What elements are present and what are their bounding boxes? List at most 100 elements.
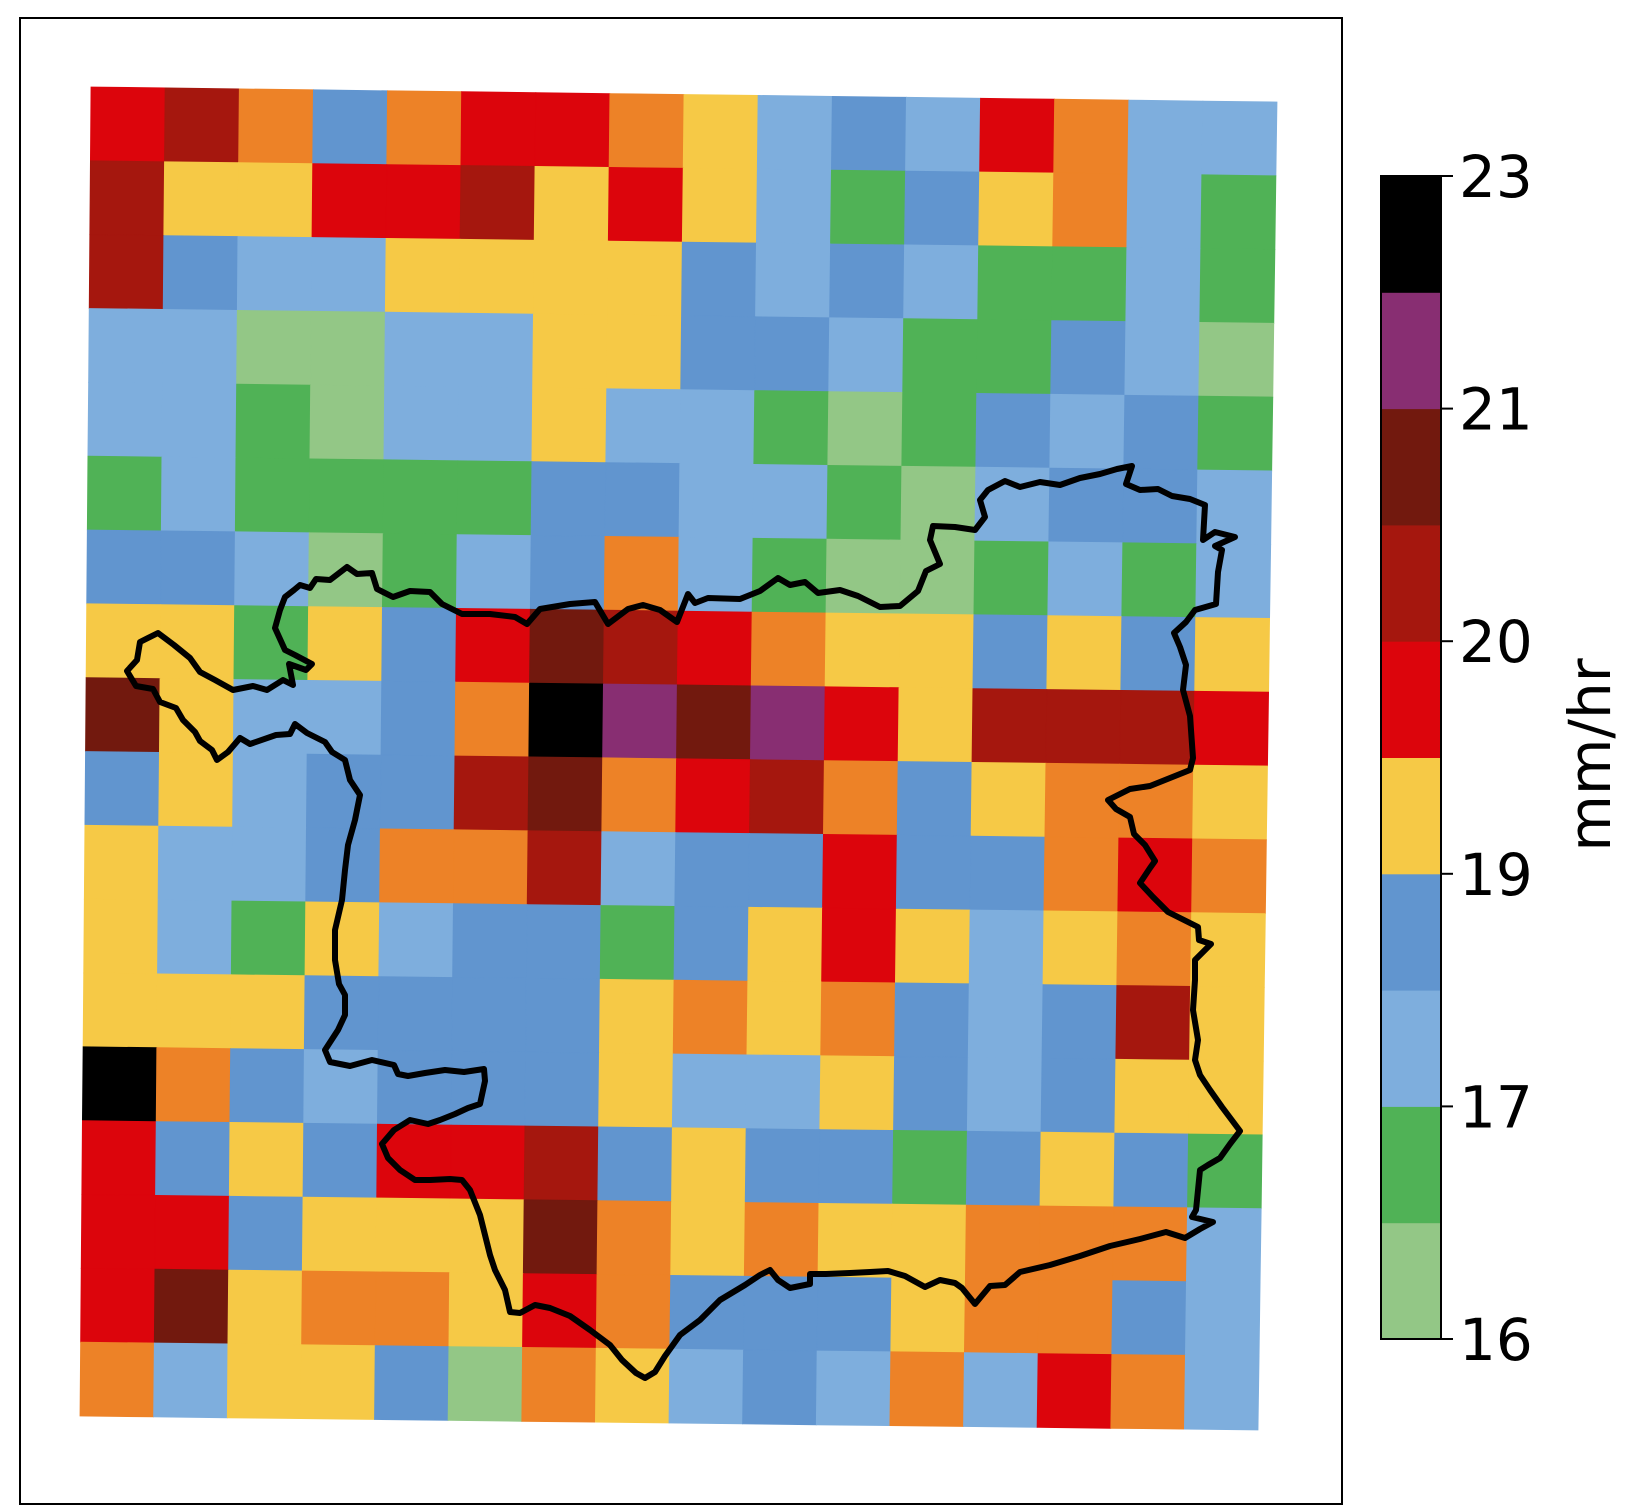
colorbar-segment [1381,990,1441,1107]
colorbar-ticks: 23 21 20 19 17 16 [1441,143,1533,1374]
colorbar-segment [1381,757,1441,875]
grid-cell [750,611,827,688]
grid-cell [375,1197,451,1274]
grid-cell [1122,468,1199,545]
grid-cell [80,1194,156,1270]
grid-cell [308,458,385,535]
grid-cell [756,94,833,171]
colorbar-segment [1381,176,1441,293]
grid-cell [746,980,823,1057]
grid-cell [451,977,527,1053]
grid-cell [161,382,238,459]
grid-cell [895,834,972,911]
grid-cell [1050,320,1127,396]
grid-cell [817,1202,894,1279]
grid-cell [902,318,979,394]
grid-cell [1114,1058,1190,1135]
grid-cell [1121,542,1198,618]
grid-cell [86,529,162,606]
grid-cell [309,384,386,461]
grid-cell [671,1053,748,1130]
colorbar-tick-label: 23 [1459,143,1533,211]
grid-cell [449,1124,526,1201]
grid-cell [311,163,388,239]
grid-cell [974,466,1051,543]
grid-cell [529,535,606,611]
grid-cell [306,679,383,756]
grid-cell [604,462,681,538]
grid-cell [236,309,312,386]
colorbar-segment [1381,1222,1441,1340]
grid-cell [1192,764,1268,841]
grid-cell [155,1047,232,1123]
grid-cell [603,535,680,612]
grid-cell [969,835,1046,912]
grid-cell [681,167,758,244]
grid-cell [1125,247,1202,323]
grid-cell [380,680,457,757]
grid-cell [531,387,608,464]
grid-cell [459,165,536,241]
grid-cell [522,1199,599,1275]
grid-cell [160,456,237,533]
grid-cell [903,244,980,321]
grid-cell [453,755,530,832]
grid-cell [386,90,463,166]
colorbar-unit-label: mm/hr [1556,658,1624,851]
grid-cell [81,1120,157,1196]
grid-cell [976,319,1053,395]
grid-cell [158,678,235,754]
grid-cell [521,1346,597,1423]
grid-cell [752,463,829,540]
grid-cell [234,457,311,534]
grid-cell [755,168,832,245]
grid-cell [1053,98,1130,175]
grid-cell [823,686,900,762]
grid-cell [606,314,682,391]
grid-cell [1041,984,1118,1060]
grid-cell [966,1057,1043,1133]
grid-cell [970,761,1047,838]
grid-cell [88,234,165,310]
grid-cell [978,171,1055,248]
grid-cell [228,1121,305,1198]
grid-cell [673,905,750,982]
grid-cell [1052,172,1129,249]
grid-cell [818,1129,894,1205]
grid-cell [1189,985,1265,1062]
grid-cell [1042,910,1119,986]
grid-cell [226,1343,303,1420]
grid-cell [1037,1279,1114,1355]
grid-cell [153,1342,229,1419]
grid-cell [377,976,454,1052]
grid-cell [901,392,978,468]
grid-cell [235,383,312,460]
grid-cell [601,757,677,834]
grid-cell [678,463,755,539]
grid-cell [963,1278,1040,1355]
grid-cell [1124,321,1201,397]
grid-cell [598,978,675,1055]
grid-cell [162,235,239,311]
grid-cell [302,1122,378,1199]
grid-cell [1116,911,1193,987]
grid-cell [383,385,460,462]
grid-cell [963,1352,1039,1428]
grid-cell [967,983,1044,1059]
colorbar-tick-label: 21 [1459,376,1533,444]
grid-cell [1047,541,1124,618]
grid-cell [821,907,897,984]
grid-cell [680,315,756,392]
grid-cell [894,908,971,985]
grid-cell [753,390,830,466]
grid-cell [971,688,1048,764]
grid-cell [668,1348,744,1425]
grid-cell [526,830,603,906]
grid-cell [1191,838,1267,915]
grid-cell [1193,690,1270,767]
grid-cell [607,240,683,317]
colorbar-segment [1381,292,1441,410]
grid-cell [1045,689,1122,765]
grid-cell [88,308,164,384]
grid-cell [1199,248,1276,324]
